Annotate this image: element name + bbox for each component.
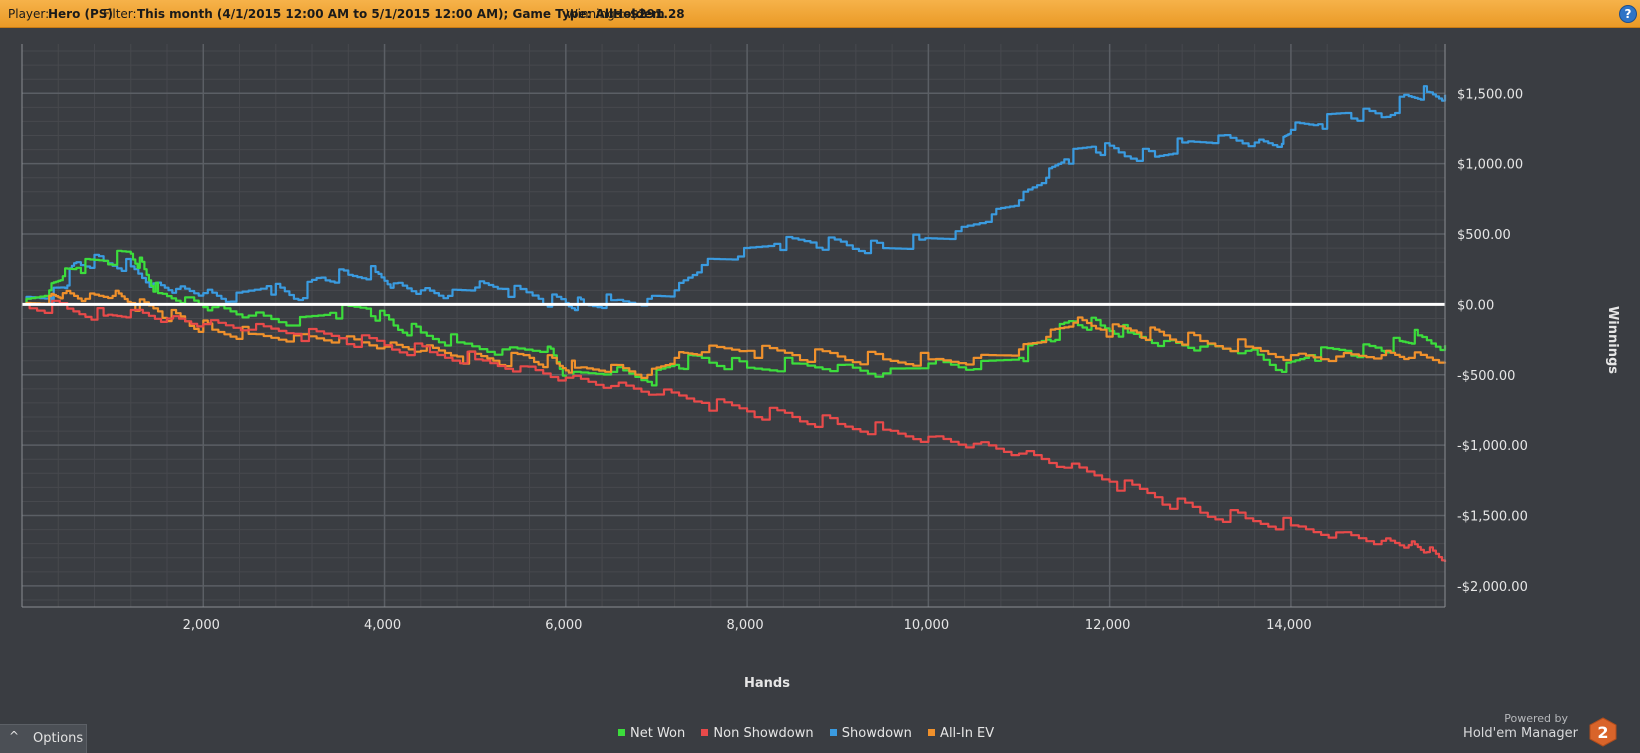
x-tick-label: 12,000 [1085,618,1131,633]
powered-by-text: Powered by [1504,712,1568,725]
y-tick-label: $0.00 [1457,298,1494,313]
y-tick-label: $1,000.00 [1457,158,1523,173]
y-tick-label: $1,500.00 [1457,87,1523,102]
y-axis-title: Winnings [1605,306,1620,374]
winnings-label: Winnings: [566,7,625,21]
x-axis-title: Hands [744,676,790,691]
options-label: Options [33,731,84,746]
product-name: Hold'em Manager [1463,726,1578,741]
powered-by-branding: Powered by Hold'em Manager 2 [1463,710,1622,750]
legend-label: Showdown [841,726,912,741]
legend-swatch [829,729,837,736]
filter-label: Filter: [103,7,137,21]
x-tick-label: 14,000 [1266,618,1312,633]
y-tick-label: -$1,500.00 [1457,510,1528,525]
x-tick-label: 10,000 [904,618,950,633]
legend-label: Non Showdown [713,726,814,741]
x-tick-label: 2,000 [183,618,220,633]
x-tick-label: 8,000 [726,618,763,633]
plot-area [22,44,1445,607]
legend-item-net-won[interactable]: Net Won [618,726,685,741]
legend-swatch [928,729,936,736]
x-tick-labels: 2,000 4,000 6,000 8,000 10,000 12,000 14,000 [183,618,1312,633]
axes [21,44,1446,608]
y-tick-label: -$500.00 [1457,369,1515,384]
player-value[interactable]: Hero (PS) [48,7,113,21]
chart-legend: Net Won Non Showdown Showdown All-In EV [618,726,1006,746]
legend-item-showdown[interactable]: Showdown [829,726,912,741]
y-tick-label: -$2,000.00 [1457,580,1528,595]
y-tick-labels: $1,500.00 $1,000.00 $500.00 $0.00 -$500.00 -$… [1457,87,1528,595]
legend-swatch [701,729,709,736]
player-label: Player: [8,7,50,21]
legend-label: Net Won [630,726,686,741]
series-line-showdown [22,85,1447,312]
y-tick-label: -$1,000.00 [1457,439,1528,454]
winnings-graph: 2,000 4,000 6,000 8,000 10,000 12,000 14,000 $… [21,44,1620,691]
legend-item-all-in-ev[interactable]: All-In EV [928,726,994,741]
hm2-logo-icon: 2 [1589,717,1617,747]
filter-header-bar: Player: Hero (PS) Filter: This month (4/… [0,0,1640,28]
chevron-up-icon: ^ [9,729,20,743]
series-line-all-in-ev [22,289,1447,379]
legend-swatch [618,729,625,736]
legend-item-non-showdown[interactable]: Non Showdown [701,726,814,741]
grid-minor-lines [21,44,1445,607]
series-line-non-showdown [22,299,1447,562]
y-tick-label: $500.00 [1457,228,1511,243]
filter-value[interactable]: This month (4/1/2015 12:00 AM to 5/1/201… [137,7,665,21]
legend-label: All-In EV [940,726,995,741]
x-tick-label: 6,000 [545,618,582,633]
series-layer [22,85,1447,562]
logo-digit: 2 [1597,723,1608,742]
options-button[interactable]: ^ Options [0,724,87,753]
x-tick-label: 4,000 [364,618,401,633]
winnings-value: -$291.28 [625,7,685,21]
help-icon[interactable]: ? [1619,5,1637,23]
